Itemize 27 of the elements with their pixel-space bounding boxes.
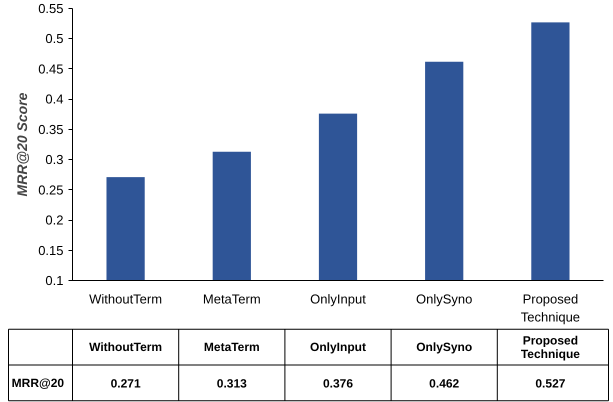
y-tick-label: 0.55 [38,1,64,16]
data-label: 0.376 [322,376,354,390]
y-tick-label: 0.25 [38,182,64,198]
x-tick-label: MetaTerm [202,292,261,306]
y-axis-title: MRR@20 Score [14,92,30,196]
category-label: OnlyInput [310,340,366,354]
data-label: 0.527 [535,376,566,390]
y-tick-label: 0.15 [38,242,64,258]
y-tick-label: 0.3 [45,152,64,168]
y-tick-label: 0.5 [45,31,64,46]
category-label: MetaTerm [204,340,260,354]
text: MRR@20 [12,376,64,390]
data-label: 0.313 [216,376,248,390]
y-tick-label: 0.45 [38,61,64,76]
category-label: WithoutTerm [89,340,162,354]
y-tick-label: 0.1 [45,273,64,288]
data-label: 0.462 [429,376,460,390]
category-label: OnlySyno [416,340,472,354]
y-tick-label: 0.4 [45,92,64,107]
category-label: Proposed Technique [520,333,580,361]
x-tick-label: Proposed Technique [520,292,580,324]
data-label: 0.271 [110,376,141,390]
x-tick-label: WithoutTerm [89,292,162,306]
x-tick-label: OnlySyno [416,292,472,306]
x-tick-label: OnlyInput [310,292,366,306]
y-tick-label: 0.2 [45,212,64,228]
y-tick-label: 0.35 [38,122,64,137]
